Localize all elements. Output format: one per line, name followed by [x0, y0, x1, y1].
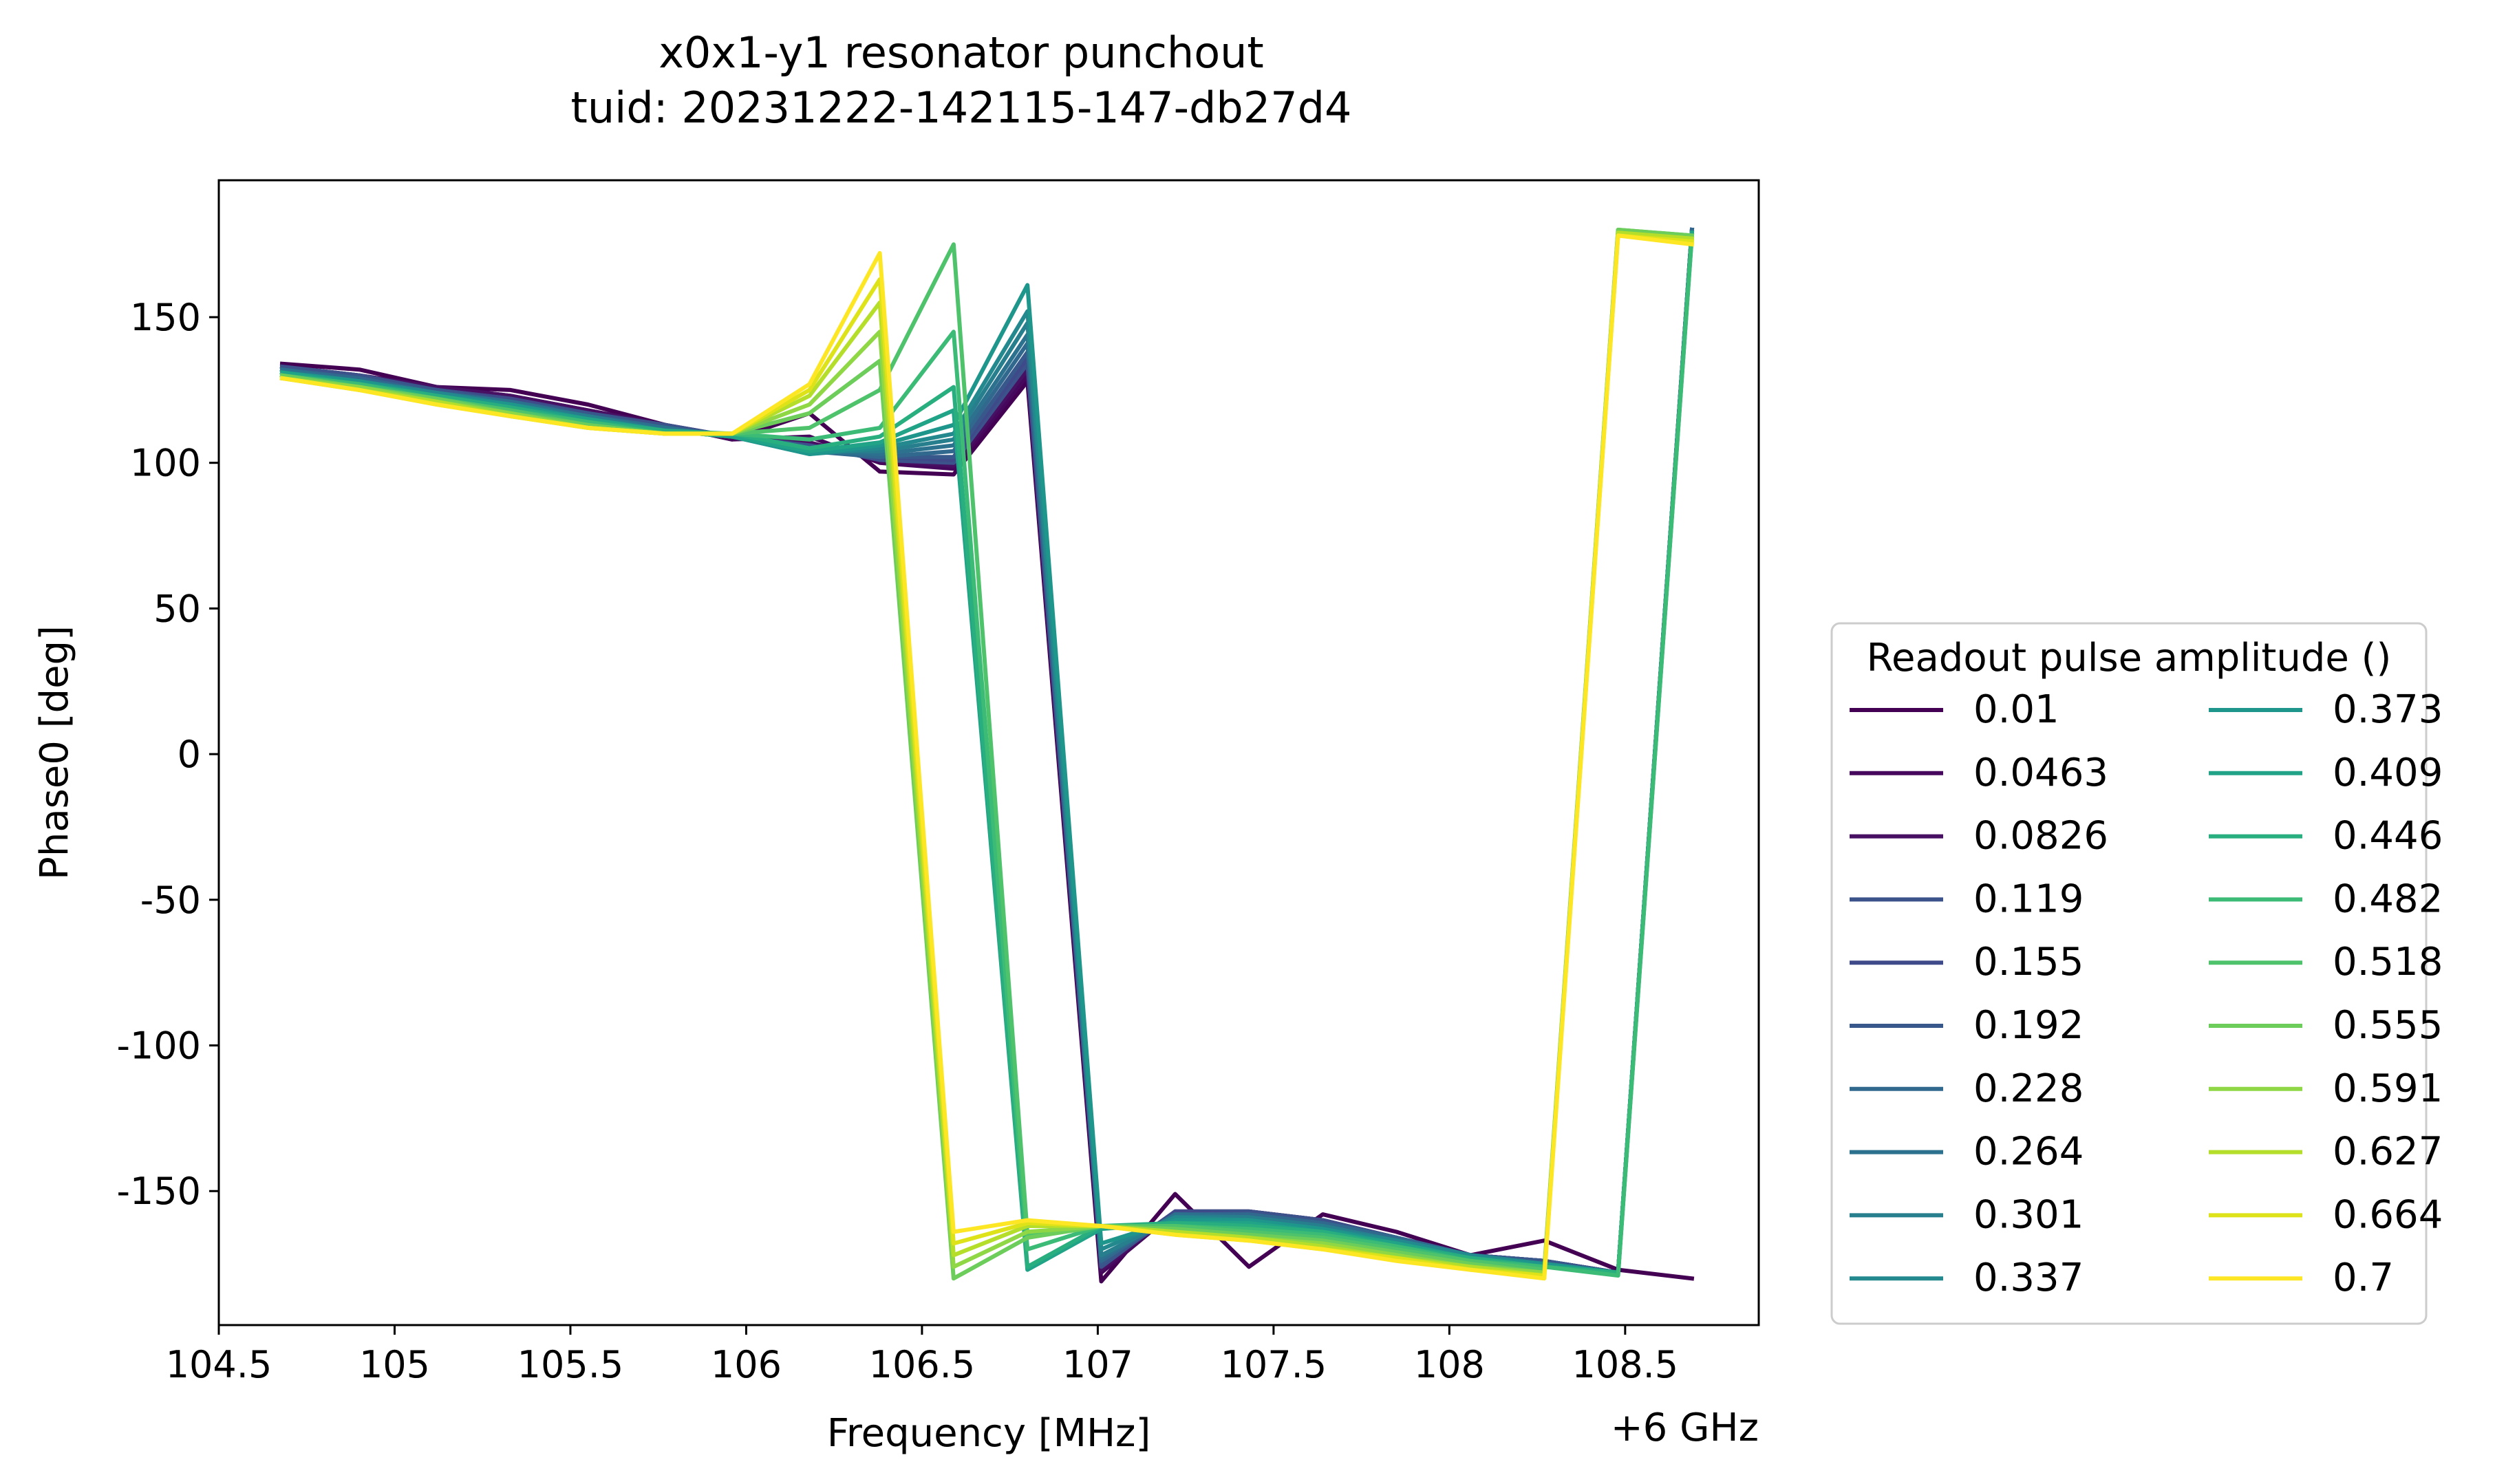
legend-label: 0.664 — [2333, 1192, 2443, 1237]
y-axis: 150 100 50 0 -50 -100 -150 — [116, 296, 219, 1213]
legend-label: 0.337 — [1973, 1256, 2084, 1300]
x-offset-label: +6 GHz — [1611, 1406, 1759, 1450]
plot-frame — [217, 179, 1760, 1326]
legend-label: 0.301 — [1973, 1192, 2084, 1237]
x-tick-label: 108.5 — [1572, 1343, 1679, 1386]
series-line-20 — [279, 233, 1695, 1281]
chart-subtitle: tuid: 20231222-142115-147-db27d4 — [571, 83, 1352, 133]
x-tick-label: 107 — [1062, 1343, 1133, 1386]
legend-label: 0.518 — [2333, 940, 2443, 985]
legend-label: 0.0826 — [1973, 814, 2108, 859]
x-tick-label: 105.5 — [517, 1343, 624, 1386]
series-layer — [279, 227, 1695, 1284]
chart-title: x0x1-y1 resonator punchout — [658, 28, 1264, 78]
legend-label: 0.119 — [1973, 877, 2084, 921]
legend-label: 0.01 — [1973, 687, 2059, 732]
y-tick-label: 100 — [130, 442, 201, 485]
legend-label: 0.409 — [2333, 751, 2443, 795]
series-line-13 — [279, 233, 1695, 1275]
legend-items: 0.01 0.0463 0.0826 0.119 0.155 0.192 0.228 0.26… — [1850, 687, 2443, 1300]
legend-label: 0.264 — [1973, 1130, 2084, 1174]
legend-label: 0.446 — [2333, 814, 2443, 859]
y-tick-label: -150 — [116, 1170, 201, 1213]
x-axis: 104.5 105 105.5 106 106.5 107 107.5 108 108.5 — [166, 1325, 1678, 1386]
legend-label: 0.591 — [2333, 1066, 2443, 1111]
x-tick-label: 107.5 — [1221, 1343, 1327, 1386]
x-tick-label: 105 — [359, 1343, 430, 1386]
x-axis-label: Frequency [MHz] — [827, 1411, 1151, 1456]
y-tick-label: -50 — [140, 879, 201, 922]
x-tick-label: 106 — [711, 1343, 782, 1386]
y-tick-label: 50 — [153, 587, 201, 630]
legend-label: 0.7 — [2333, 1256, 2394, 1300]
y-tick-label: 150 — [130, 296, 201, 339]
x-tick-label: 108 — [1414, 1343, 1485, 1386]
legend-frame — [1830, 622, 2428, 1325]
legend-label: 0.228 — [1973, 1066, 2084, 1111]
legend-label: 0.192 — [1973, 1003, 2084, 1048]
legend-label: 0.155 — [1973, 940, 2084, 985]
y-tick-label: -100 — [116, 1024, 201, 1068]
legend-label: 0.482 — [2333, 877, 2443, 921]
x-tick-label: 106.5 — [869, 1343, 976, 1386]
x-tick-label: 104.5 — [166, 1343, 272, 1386]
legend-title: Readout pulse amplitude () — [1867, 636, 2392, 680]
legend-label: 0.555 — [2333, 1003, 2443, 1048]
legend-label: 0.627 — [2333, 1130, 2443, 1174]
legend: Readout pulse amplitude () 0.010.04630.0… — [1830, 622, 2443, 1325]
legend-label: 0.373 — [2333, 687, 2443, 732]
series-line-15 — [279, 228, 1695, 1272]
y-tick-label: 0 — [178, 733, 201, 776]
legend-label: 0.0463 — [1973, 751, 2108, 795]
y-axis-label: Phase0 [deg] — [32, 625, 77, 880]
